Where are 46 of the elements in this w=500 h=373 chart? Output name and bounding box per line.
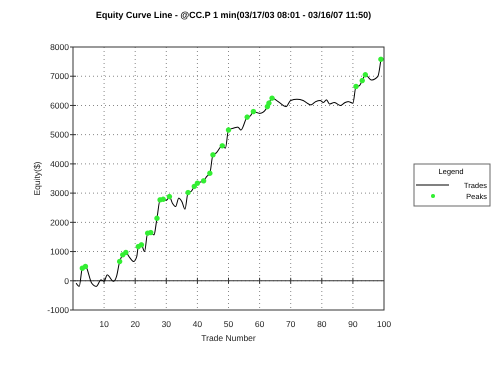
point (353, 84, 359, 90)
x-tick-label: 100 (376, 319, 392, 329)
y-tick-label: 6000 (50, 100, 70, 110)
x-tick-label: 20 (130, 319, 140, 329)
y-tick-label: 7000 (50, 71, 70, 82)
point (360, 78, 365, 84)
point (82, 264, 88, 270)
point (226, 127, 232, 133)
point (138, 242, 144, 248)
chart-title: Equity Curve Line - @CC.P 1 min(03/17/03 08:01 - 03/16/07 11:50) (96, 10, 372, 20)
x-tick-label: 60 (254, 319, 265, 329)
y-tick-label: 3000 (50, 188, 70, 198)
x-tick-label: 90 (348, 319, 358, 329)
point (185, 190, 191, 196)
y-tick-label: 0 (64, 276, 70, 286)
point (269, 95, 275, 101)
y-tick-label: -1000 (47, 305, 70, 315)
point (154, 216, 160, 221)
x-tick-label: 50 (224, 319, 234, 329)
x-tick-label: 30 (162, 319, 172, 329)
point (123, 250, 129, 256)
point (378, 56, 384, 62)
point (210, 152, 216, 158)
y-tick-label: 5000 (50, 130, 70, 140)
x-tick-label: 40 (192, 319, 202, 329)
point (116, 258, 122, 264)
point (244, 114, 250, 120)
y-tick-label: 8000 (50, 42, 70, 52)
point (362, 72, 368, 78)
point (220, 143, 225, 148)
y-tick-label: 1000 (50, 246, 70, 257)
y-axis-title: Equity($) (32, 161, 42, 196)
point (266, 100, 272, 106)
point (194, 180, 200, 186)
point (200, 178, 206, 184)
point (192, 184, 197, 190)
y-tick-label: 2000 (50, 217, 70, 228)
point (166, 194, 172, 200)
x-tick-label: 10 (99, 319, 110, 329)
x-tick-label: 80 (317, 319, 327, 329)
point (148, 230, 154, 236)
x-axis-title: Trade Number (201, 333, 256, 343)
y-tick-label: 4000 (50, 158, 70, 169)
point (250, 108, 256, 114)
x-tick-label: 70 (286, 319, 296, 329)
point (207, 170, 213, 176)
